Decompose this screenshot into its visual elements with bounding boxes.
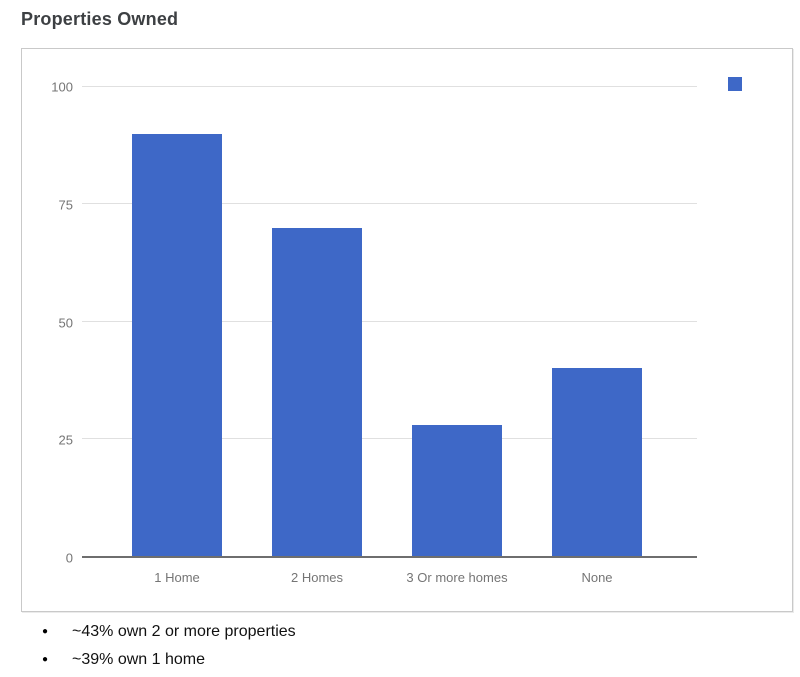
note-item: ~43% own 2 or more properties xyxy=(40,618,296,646)
chart-title: Properties Owned xyxy=(21,9,179,29)
x-category-label: 1 Home xyxy=(154,570,200,585)
bar-3-or-more-homes xyxy=(412,424,502,556)
bars-row xyxy=(82,87,697,556)
x-axis-category-labels: 1 Home 2 Homes 3 Or more homes None xyxy=(82,570,697,586)
bar-1-home xyxy=(132,133,222,556)
bar-slot xyxy=(107,87,247,556)
x-category-label: 3 Or more homes xyxy=(406,570,508,585)
bar-slot xyxy=(247,87,387,556)
gridline-100 xyxy=(82,86,697,87)
gridline-25 xyxy=(82,437,697,439)
gridline-50 xyxy=(82,320,697,322)
bar-slot xyxy=(387,87,527,556)
gridline-75 xyxy=(82,203,697,205)
legend xyxy=(728,77,742,91)
chart-panel[interactable]: 0 25 50 75 100 1 Home 2 Homes 3 Or more homes N… xyxy=(21,48,793,612)
bar-slot xyxy=(527,87,667,556)
y-tick-label: 100 xyxy=(51,79,73,95)
y-tick-label: 50 xyxy=(58,315,73,330)
notes-list: ~43% own 2 or more properties ~39% own 1… xyxy=(40,618,296,674)
y-tick-label: 25 xyxy=(58,432,73,448)
note-item: ~39% own 1 home xyxy=(40,646,296,674)
x-category-label: 2 Homes xyxy=(290,570,344,585)
bar-2-homes xyxy=(272,227,362,556)
y-tick-label: 75 xyxy=(58,197,73,213)
plot-area xyxy=(82,86,697,558)
legend-swatch-icon xyxy=(728,77,742,91)
bar-none xyxy=(552,368,642,556)
x-category-label: None xyxy=(581,570,613,585)
y-axis-tick-labels: 0 25 50 75 100 xyxy=(22,81,73,565)
y-tick-label: 0 xyxy=(65,550,73,566)
